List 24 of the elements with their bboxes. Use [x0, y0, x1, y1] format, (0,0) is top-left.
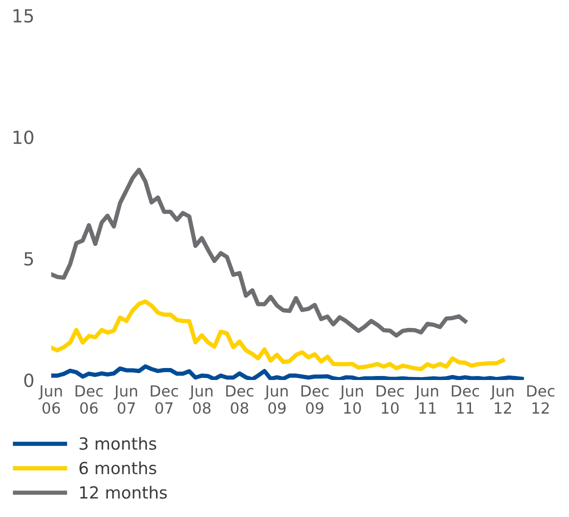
- line-series: [51, 299, 505, 372]
- line-series: [51, 364, 524, 380]
- x-tick-label: Jun 08: [189, 385, 212, 414]
- x-tick-label: Jun 07: [114, 385, 138, 414]
- x-tick-label: Dec 06: [76, 385, 103, 414]
- x-tick-label: Dec 09: [301, 385, 329, 414]
- legend-label: 3 months: [80, 436, 156, 450]
- y-tick-label: 5: [24, 252, 33, 266]
- x-tick-label: Dec 08: [226, 385, 254, 414]
- x-tick-label: Jun 06: [38, 385, 62, 414]
- legend-label: 6 months: [79, 461, 156, 474]
- x-tick-label: Jun 09: [264, 385, 288, 414]
- x-tick-label: Jun 12: [490, 385, 514, 414]
- x-tick-label: Jun 10: [340, 385, 363, 414]
- y-tick-label: 0: [24, 373, 34, 388]
- x-tick-label: Dec 12: [527, 385, 554, 414]
- x-tick-label: Dec 07: [150, 385, 178, 414]
- x-tick-label: Dec 11: [452, 385, 479, 414]
- legend-label: 12 months: [80, 486, 167, 499]
- y-tick-label: 10: [14, 130, 34, 144]
- x-tick-label: Jun 11: [414, 385, 438, 414]
- line-series: [51, 168, 468, 338]
- y-tick-label: 15: [14, 9, 33, 23]
- x-tick-label: Dec 10: [376, 385, 404, 414]
